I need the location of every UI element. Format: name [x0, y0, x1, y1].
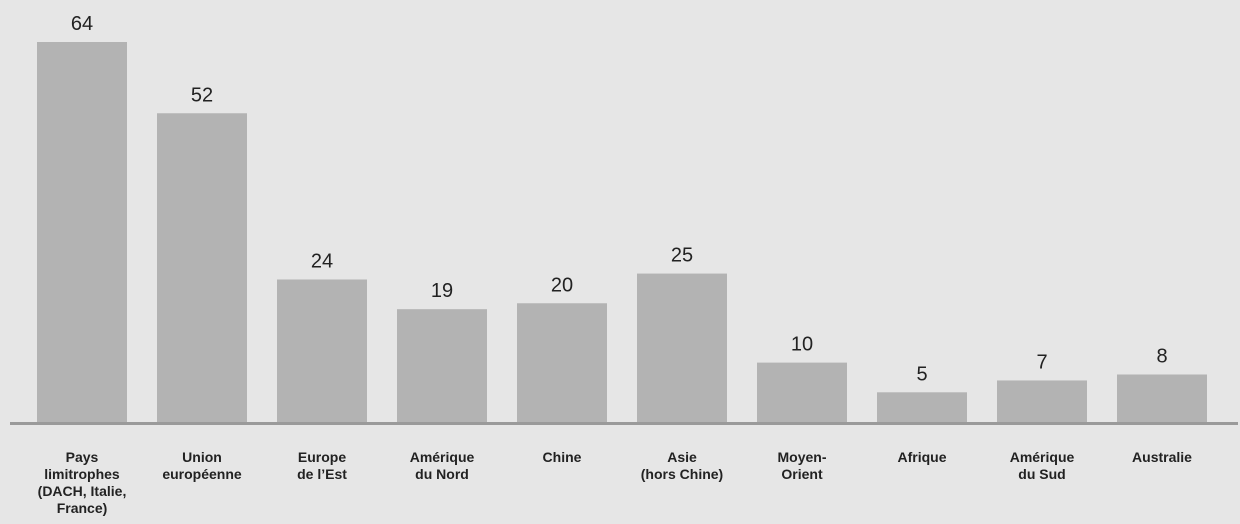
- category-label-3-line-0: Amérique: [410, 449, 475, 465]
- bar-2: [277, 279, 367, 422]
- bars-layer: [37, 42, 1207, 422]
- category-label-7-line-0: Afrique: [898, 449, 947, 465]
- category-label-7: Afrique: [898, 449, 947, 465]
- category-labels-layer: Pays limitrophes (DACH, Italie, France) Unio…: [38, 449, 1193, 516]
- category-label-4-line-0: Chine: [543, 449, 582, 465]
- bar-4: [517, 303, 607, 422]
- category-label-8: Amérique du Sud: [1010, 449, 1075, 482]
- category-label-0-line-0: Pays: [66, 449, 99, 465]
- bar-0: [37, 42, 127, 422]
- category-label-4: Chine: [543, 449, 582, 465]
- value-label-9: 8: [1156, 346, 1167, 368]
- category-label-8-line-0: Amérique: [1010, 449, 1075, 465]
- value-label-3: 19: [431, 280, 453, 302]
- category-label-1-line-0: Union: [182, 449, 222, 465]
- category-label-6-line-0: Moyen-: [778, 449, 827, 465]
- value-labels-layer: 64 52 24 19 20 25 10 5 7 8: [71, 13, 1168, 385]
- bar-9: [1117, 374, 1207, 422]
- value-label-5: 25: [671, 245, 693, 267]
- category-label-8-line-1: du Sud: [1018, 466, 1065, 482]
- bar-1: [157, 113, 247, 422]
- category-label-0-line-1: limitrophes: [44, 466, 120, 482]
- category-label-5-line-1: (hors Chine): [641, 466, 723, 482]
- category-label-3-line-1: du Nord: [415, 466, 469, 482]
- bar-7: [877, 392, 967, 422]
- category-label-5: Asie (hors Chine): [641, 449, 723, 482]
- value-label-0: 64: [71, 13, 93, 35]
- category-label-5-line-0: Asie: [667, 449, 697, 465]
- category-label-2-line-1: de l’Est: [297, 466, 347, 482]
- bar-5: [637, 273, 727, 422]
- value-label-4: 20: [551, 274, 573, 296]
- value-label-8: 7: [1036, 351, 1047, 373]
- category-label-6: Moyen-Orient: [778, 449, 827, 482]
- category-label-0: Pays limitrophes (DACH, Italie, France): [38, 449, 127, 516]
- category-label-1: Union européenne: [162, 449, 242, 482]
- bar-6: [757, 362, 847, 422]
- bar-3: [397, 309, 487, 422]
- category-label-0-line-3: France): [57, 500, 108, 516]
- value-label-2: 24: [311, 251, 333, 273]
- category-label-1-line-1: européenne: [162, 466, 242, 482]
- value-label-6: 10: [791, 334, 813, 356]
- category-label-0-line-2: (DACH, Italie,: [38, 483, 127, 499]
- category-label-3: Amérique du Nord: [410, 449, 475, 482]
- category-label-9: Australie: [1132, 449, 1192, 465]
- category-label-2: Europe de l’Est: [297, 449, 347, 482]
- category-label-6-line-1: Orient: [781, 466, 823, 482]
- value-label-1: 52: [191, 84, 213, 106]
- value-label-7: 5: [916, 363, 927, 385]
- category-label-2-line-0: Europe: [298, 449, 346, 465]
- category-label-9-line-0: Australie: [1132, 449, 1192, 465]
- bar-8: [997, 380, 1087, 422]
